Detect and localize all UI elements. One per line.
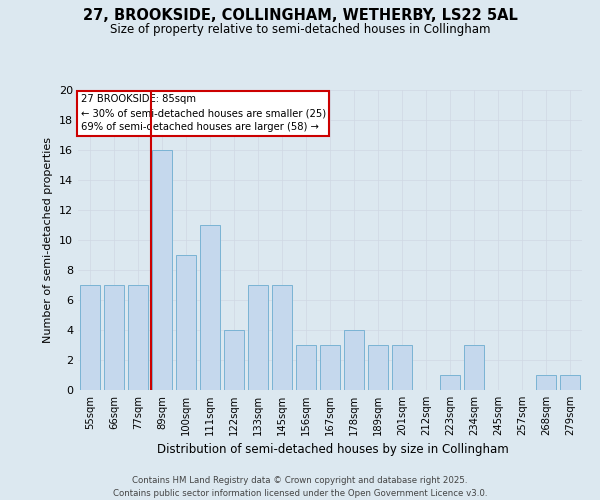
- Bar: [128, 285, 148, 390]
- Text: 27 BROOKSIDE: 85sqm
← 30% of semi-detached houses are smaller (25)
69% of semi-d: 27 BROOKSIDE: 85sqm ← 30% of semi-detach…: [80, 94, 326, 132]
- Text: 27, BROOKSIDE, COLLINGHAM, WETHERBY, LS22 5AL: 27, BROOKSIDE, COLLINGHAM, WETHERBY, LS2…: [83, 8, 517, 22]
- Bar: [152, 150, 172, 390]
- Bar: [440, 375, 460, 390]
- Bar: [368, 345, 388, 390]
- Bar: [464, 345, 484, 390]
- Bar: [248, 285, 268, 390]
- Text: Distribution of semi-detached houses by size in Collingham: Distribution of semi-detached houses by …: [157, 442, 509, 456]
- Bar: [536, 375, 556, 390]
- Bar: [392, 345, 412, 390]
- Bar: [80, 285, 100, 390]
- Bar: [176, 255, 196, 390]
- Bar: [272, 285, 292, 390]
- Bar: [344, 330, 364, 390]
- Bar: [320, 345, 340, 390]
- Bar: [224, 330, 244, 390]
- Text: Contains HM Land Registry data © Crown copyright and database right 2025.
Contai: Contains HM Land Registry data © Crown c…: [113, 476, 487, 498]
- Bar: [560, 375, 580, 390]
- Y-axis label: Number of semi-detached properties: Number of semi-detached properties: [43, 137, 53, 343]
- Bar: [104, 285, 124, 390]
- Bar: [200, 225, 220, 390]
- Text: Size of property relative to semi-detached houses in Collingham: Size of property relative to semi-detach…: [110, 22, 490, 36]
- Bar: [296, 345, 316, 390]
